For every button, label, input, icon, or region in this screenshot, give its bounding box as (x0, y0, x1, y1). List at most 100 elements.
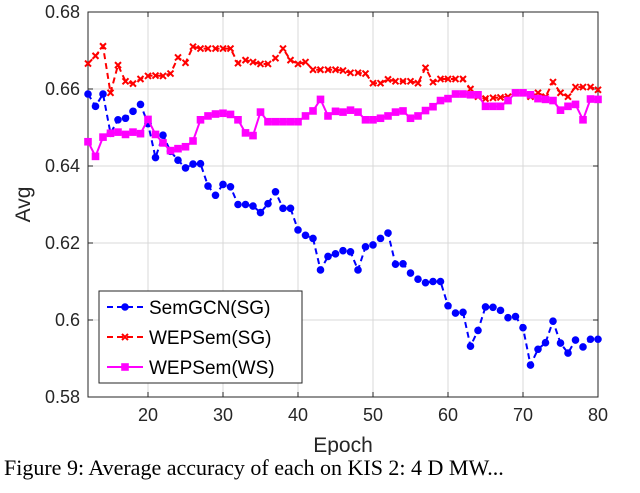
data-point (249, 58, 257, 66)
data-point (121, 77, 130, 86)
data-point (174, 144, 182, 153)
data-point (256, 208, 265, 217)
data-point (99, 90, 107, 98)
x-tick-label: 70 (513, 405, 533, 425)
data-point (481, 94, 490, 103)
y-tick-label: 0.68 (45, 2, 80, 22)
data-point (151, 71, 160, 80)
data-point (84, 137, 92, 146)
data-point (549, 96, 557, 105)
data-point (181, 164, 190, 172)
series-2 (84, 89, 602, 161)
data-point (294, 226, 302, 234)
data-point (241, 56, 250, 64)
data-point (286, 56, 295, 64)
data-point (474, 90, 482, 99)
data-point (391, 108, 400, 116)
data-point (496, 93, 505, 102)
legend-label: WEPSem(WS) (149, 358, 275, 379)
data-point (166, 146, 175, 155)
data-point (384, 112, 392, 120)
data-point (579, 343, 587, 351)
data-point (106, 129, 115, 138)
data-point (204, 112, 212, 120)
x-tick-label: 40 (288, 405, 308, 425)
legend-item: SemGCN(SG) (107, 298, 270, 319)
data-point (331, 107, 340, 116)
data-point (594, 95, 602, 104)
data-point (129, 107, 137, 116)
data-point (399, 107, 407, 115)
data-point (459, 75, 467, 83)
data-point (301, 112, 310, 120)
data-point (586, 335, 595, 344)
data-point (121, 363, 129, 371)
data-point (504, 96, 512, 105)
data-point (444, 94, 452, 103)
legend-label: WEPSem(SG) (149, 328, 271, 349)
data-point (196, 116, 205, 124)
data-point (459, 90, 467, 98)
data-point (151, 130, 160, 139)
data-point (579, 83, 587, 91)
data-point (181, 59, 190, 67)
data-point (369, 116, 377, 124)
data-point (309, 234, 317, 243)
legend: SemGCN(SG) WEPSem(SG) WEPSem(WS) (98, 290, 303, 384)
data-point (159, 72, 167, 80)
data-point (324, 252, 332, 261)
data-point (421, 106, 430, 115)
data-point (354, 266, 362, 274)
data-point (354, 69, 362, 77)
data-point (151, 153, 160, 162)
data-point (331, 66, 340, 74)
data-point (204, 44, 212, 53)
data-point (429, 102, 437, 111)
data-point (219, 44, 227, 53)
data-point (444, 301, 452, 310)
data-point (586, 95, 595, 103)
data-point (489, 303, 497, 312)
data-point (444, 75, 452, 83)
data-point (339, 246, 347, 255)
data-point (421, 64, 430, 72)
data-point (474, 326, 482, 335)
data-point (556, 106, 565, 114)
data-point (549, 78, 557, 86)
data-point (286, 204, 295, 213)
data-point (549, 317, 557, 325)
data-point (234, 200, 242, 209)
data-point (301, 231, 310, 240)
data-point (211, 191, 220, 200)
data-point (534, 345, 542, 354)
data-point (286, 117, 295, 126)
data-point (136, 100, 145, 109)
data-point (346, 106, 355, 114)
data-point (91, 102, 100, 111)
data-point (159, 131, 167, 139)
data-point (219, 109, 227, 118)
data-point (144, 115, 152, 124)
data-point (421, 278, 430, 287)
data-point (406, 77, 415, 86)
data-point (121, 333, 129, 341)
data-point (294, 60, 302, 68)
data-point (526, 90, 535, 99)
data-point (541, 338, 550, 347)
data-point (129, 79, 137, 88)
x-axis-label: Epoch (313, 434, 373, 455)
data-point (339, 108, 347, 116)
data-point (144, 72, 152, 80)
data-point (294, 117, 302, 126)
data-point (391, 77, 400, 86)
data-point (211, 110, 220, 118)
data-point (564, 349, 572, 357)
y-tick-label: 0.58 (45, 387, 80, 407)
data-point (226, 110, 235, 119)
data-point (279, 117, 287, 126)
data-point (451, 75, 460, 83)
x-tick-label: 50 (363, 405, 383, 425)
data-point (84, 59, 92, 68)
y-axis-label: Avg (12, 187, 35, 223)
data-point (316, 66, 325, 74)
